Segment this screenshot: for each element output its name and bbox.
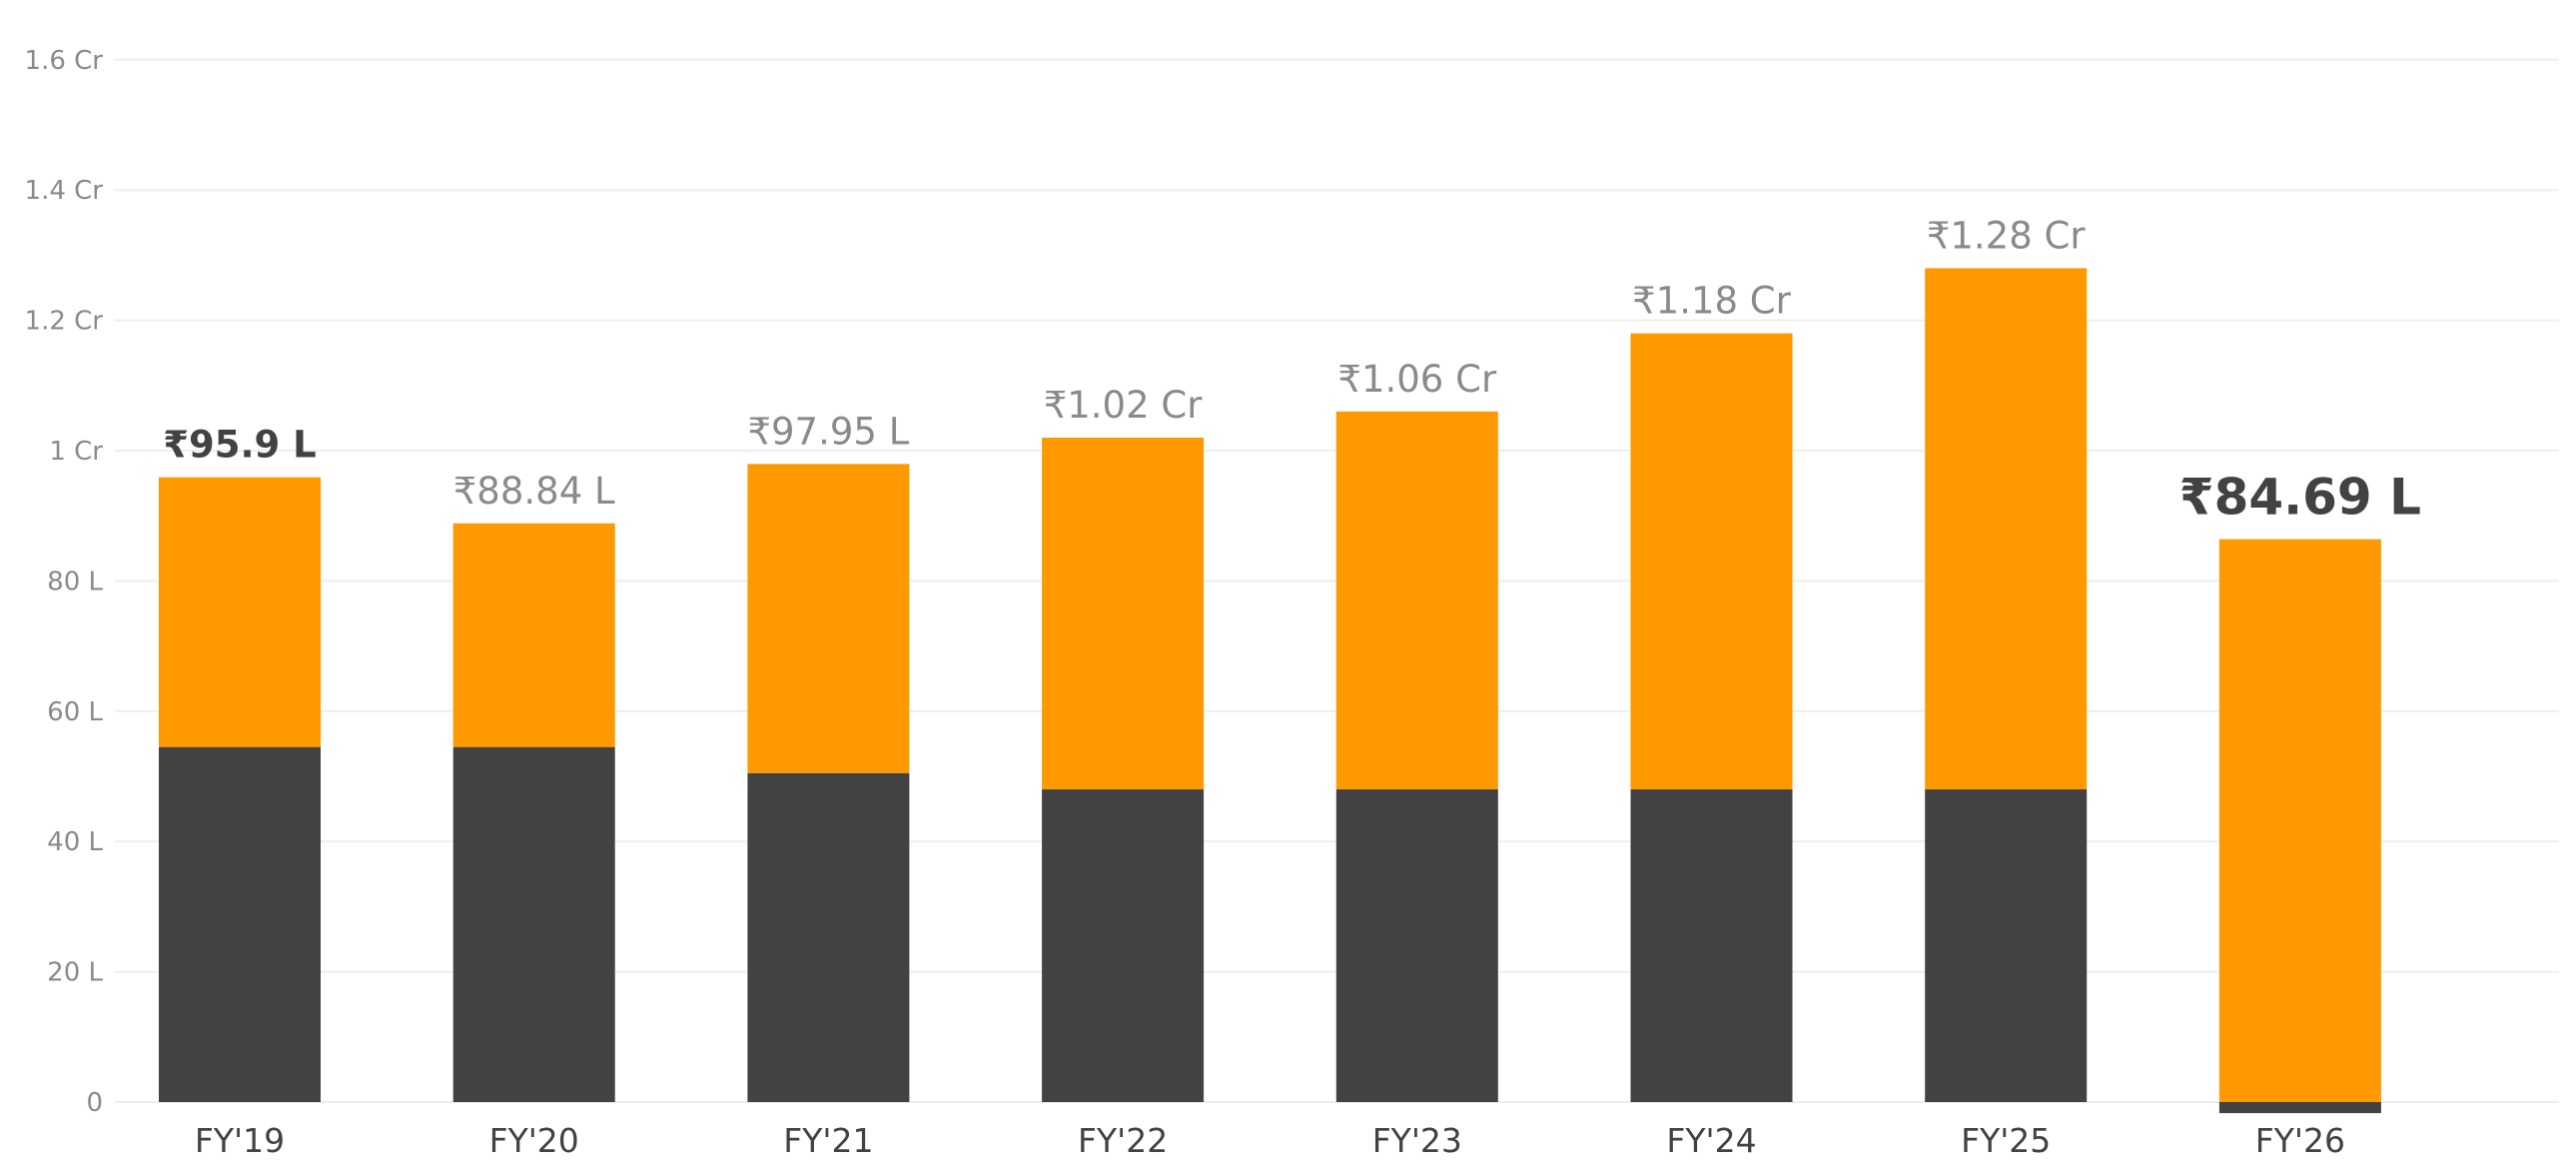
data-label: ₹88.84 L [453,470,615,513]
x-tick-label: FY'20 [489,1121,579,1160]
bars-layer [159,268,2381,1114]
x-tick-label: FY'26 [2255,1121,2345,1160]
bar-segment-dark [159,746,321,1102]
data-label: ₹1.02 Cr [1044,384,1204,427]
x-tick-label: FY'19 [195,1121,285,1160]
y-tick-label: 1.6 Cr [25,46,104,76]
bar-segment-orange [452,523,615,747]
data-label: ₹1.18 Cr [1632,280,1792,323]
bar-segment-orange [747,464,910,773]
y-tick-label: 20 L [47,958,103,988]
x-tick-label: FY'25 [1961,1121,2051,1160]
x-axis: FY'19 FY'20 FY'21 FY'22 FY'23 FY'24 FY'25 FY'26 [195,1121,2345,1160]
bar-segment-orange [1042,437,1205,790]
x-tick-label: FY'22 [1078,1121,1168,1160]
bar-segment-orange [159,477,321,747]
bar-segment-dark [1630,789,1793,1102]
data-label: ₹95.9 L [163,424,317,467]
data-label: ₹1.28 Cr [1927,214,2087,257]
y-axis: 0 20 L 40 L 60 L 80 L 1 Cr 1.2 Cr 1.4 Cr 1.6 Cr [25,46,104,1118]
bar-segment-dark [1925,789,2088,1102]
bar-segment-dark [452,746,615,1102]
data-label: ₹97.95 L [747,410,909,453]
data-label: ₹1.06 Cr [1337,358,1497,401]
y-tick-label: 1 Cr [49,437,103,467]
y-tick-label: 0 [86,1088,103,1118]
y-tick-label: 40 L [47,827,103,857]
data-labels-layer: ₹95.9 L ₹88.84 L ₹97.95 L ₹1.02 Cr ₹1.06 Cr ₹… [163,214,2421,526]
bar-segment-orange [1335,411,1498,790]
bar-segment-dark [1042,789,1205,1102]
bar-segment-orange [1630,333,1793,790]
bar-segment-orange [2218,539,2381,1102]
bar-segment-orange [1925,268,2088,790]
y-tick-label: 1.4 Cr [25,176,104,206]
x-tick-label: FY'24 [1666,1121,1756,1160]
y-tick-label: 80 L [47,567,103,596]
x-tick-label: FY'21 [783,1121,873,1160]
y-tick-label: 60 L [47,697,103,727]
bar-segment-dark [747,772,910,1102]
bar-segment-dark [1335,789,1498,1102]
x-tick-label: FY'23 [1372,1121,1462,1160]
bar-segment-dark [2218,1102,2381,1114]
data-label: ₹84.69 L [2179,469,2421,527]
y-tick-label: 1.2 Cr [25,307,104,337]
